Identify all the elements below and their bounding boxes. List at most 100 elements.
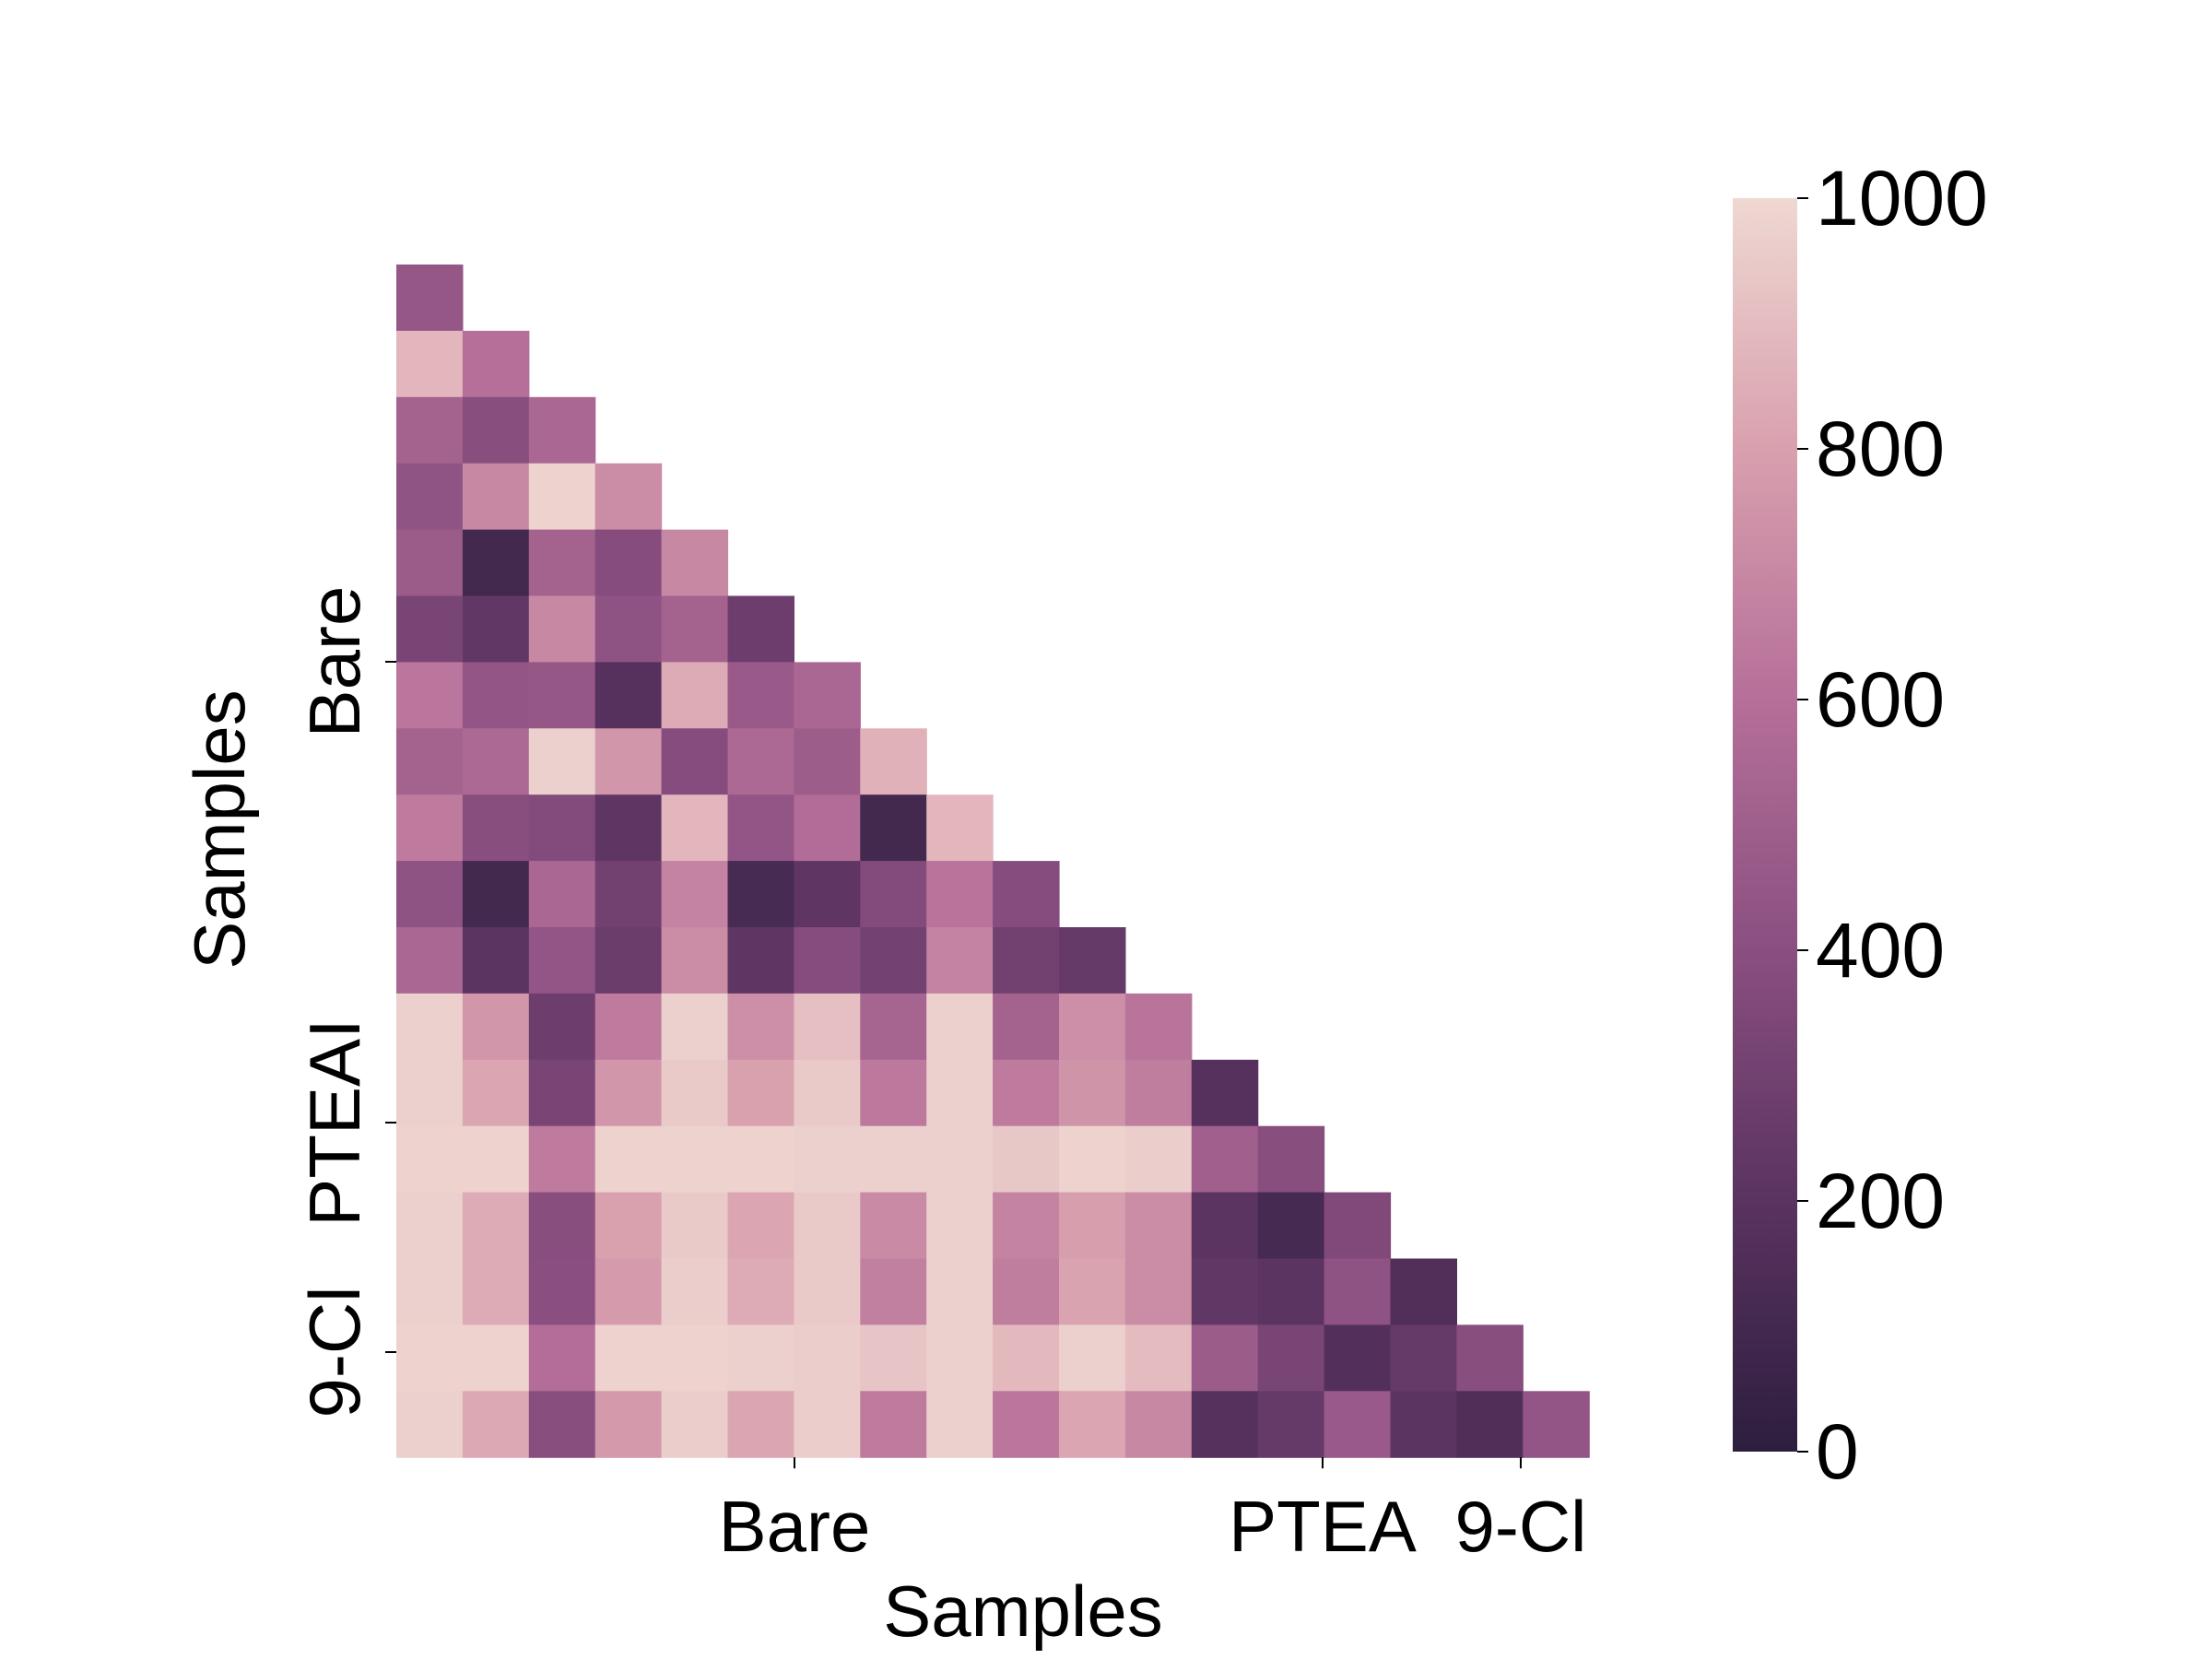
heatmap-cell (1456, 1391, 1524, 1458)
heatmap-cell (1059, 1258, 1126, 1325)
heatmap-cell (528, 396, 596, 465)
colorbar-tick-label: 600 (1816, 656, 1945, 743)
heatmap-cell (1191, 1059, 1259, 1127)
heatmap-cell (462, 1125, 530, 1194)
heatmap-cell (462, 728, 530, 795)
heatmap-cell (661, 1391, 729, 1458)
heatmap-cell (462, 396, 530, 465)
heatmap-cell (462, 927, 530, 994)
heatmap-cell (396, 265, 464, 332)
heatmap-cell (1456, 1324, 1524, 1392)
heatmap-cell (794, 794, 861, 862)
colorbar-ticks: 0 200 400 600 800 1000 (1797, 155, 1988, 1495)
heatmap-cell (727, 927, 794, 994)
heatmap-cell (528, 595, 596, 663)
heatmap-cell (926, 794, 994, 862)
heatmap-cell (396, 1324, 464, 1392)
heatmap-cell (1191, 1258, 1259, 1325)
heatmap-cell (1124, 993, 1193, 1061)
heatmap-cell (396, 794, 464, 862)
colorbar-gradient (1733, 198, 1797, 1452)
colorbar: 0 200 400 600 800 1000 (1733, 155, 1988, 1495)
heatmap-cell (528, 1391, 596, 1458)
heatmap-cell (926, 1125, 994, 1194)
heatmap-cell (860, 1059, 927, 1127)
heatmap-cell (462, 1258, 530, 1325)
heatmap-cell (594, 1258, 663, 1325)
y-axis-ticks: Bare PTEAI 9-Cl (294, 586, 396, 1418)
heatmap-cell (462, 529, 530, 597)
heatmap-cell (528, 794, 596, 862)
heatmap-cell (1124, 1324, 1193, 1392)
heatmap-cells (396, 265, 1590, 1458)
y-tick-label: 9-Cl (294, 1286, 375, 1418)
heatmap-cell (1124, 1258, 1193, 1325)
heatmap-cell (462, 1192, 530, 1260)
heatmap-cell (860, 861, 927, 928)
heatmap-cell (594, 1391, 663, 1458)
heatmap-cell (1324, 1324, 1392, 1392)
x-tick-label: PTEA (1229, 1486, 1417, 1567)
heatmap-cell (727, 728, 794, 795)
heatmap-cell (528, 927, 596, 994)
heatmap-cell (528, 728, 596, 795)
heatmap-cell (1059, 1192, 1126, 1260)
heatmap-cell (462, 1059, 530, 1127)
y-axis-title: Samples (179, 689, 260, 969)
heatmap-cell (860, 794, 927, 862)
heatmap-cell (926, 1258, 994, 1325)
heatmap-cell (1191, 1192, 1259, 1260)
heatmap-cell (661, 1324, 729, 1392)
heatmap-cell (860, 1324, 927, 1392)
heatmap-cell (594, 861, 663, 928)
x-tick-label: Bare (719, 1486, 871, 1567)
heatmap-cell (661, 1059, 729, 1127)
heatmap-cell (462, 463, 530, 531)
heatmap-cell (794, 993, 861, 1061)
heatmap-cell (1324, 1258, 1392, 1325)
heatmap-cell (993, 1059, 1060, 1127)
heatmap-cell (396, 662, 464, 729)
heatmap-cell (993, 1391, 1060, 1458)
heatmap-cell (661, 662, 729, 729)
heatmap-cell (727, 993, 794, 1061)
heatmap-cell (661, 1125, 729, 1194)
heatmap-cell (396, 1192, 464, 1260)
heatmap-cell (794, 1391, 861, 1458)
colorbar-tick-label: 200 (1816, 1158, 1945, 1244)
heatmap-cell (993, 1125, 1060, 1194)
heatmap-cell (1059, 927, 1126, 994)
heatmap-cell (1257, 1391, 1325, 1458)
heatmap-cell (528, 861, 596, 928)
heatmap-cell (860, 1391, 927, 1458)
heatmap-cell (528, 529, 596, 597)
heatmap-cell (594, 993, 663, 1061)
heatmap-cell (396, 861, 464, 928)
heatmap-cell (727, 1192, 794, 1260)
heatmap-cell (727, 662, 794, 729)
colorbar-tick-label: 1000 (1816, 155, 1988, 241)
heatmap-cell (926, 1192, 994, 1260)
heatmap-cell (661, 529, 729, 597)
heatmap-cell (1390, 1258, 1457, 1325)
heatmap-cell (727, 794, 794, 862)
heatmap-cell (462, 595, 530, 663)
heatmap-cell (1257, 1324, 1325, 1392)
x-tick-label: 9-Cl (1454, 1486, 1586, 1567)
heatmap-cell (396, 927, 464, 994)
heatmap-cell (396, 330, 464, 398)
heatmap-cell (396, 396, 464, 465)
heatmap-cell (462, 1391, 530, 1458)
heatmap-cell (727, 1391, 794, 1458)
heatmap-cell (794, 1258, 861, 1325)
heatmap-cell (661, 794, 729, 862)
heatmap-cell (860, 1192, 927, 1260)
y-tick-label: Bare (294, 586, 375, 738)
heatmap-cell (594, 927, 663, 994)
heatmap-cell (993, 861, 1060, 928)
heatmap-cell (860, 927, 927, 994)
heatmap-cell (1257, 1125, 1325, 1194)
heatmap-cell (794, 662, 861, 729)
y-tick-label: PTEAI (294, 1018, 375, 1226)
